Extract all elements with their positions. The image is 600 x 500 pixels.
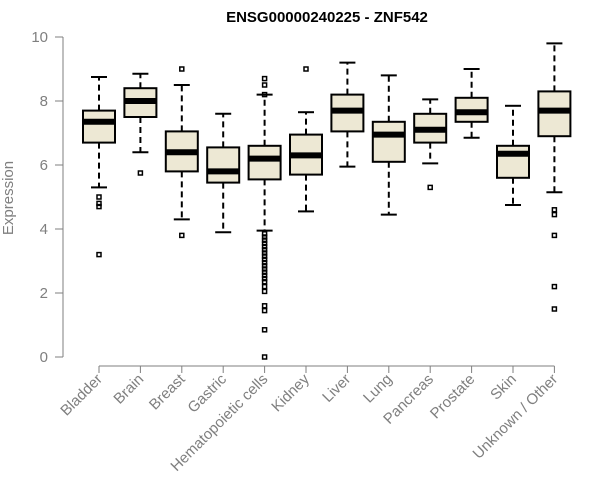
y-axis-label: Expression xyxy=(0,161,17,235)
x-tick-label: Liver xyxy=(319,371,354,406)
box-brain xyxy=(123,72,158,176)
iqr-box xyxy=(537,90,572,138)
y-tick-label: 4 xyxy=(40,221,48,238)
outlier-point xyxy=(179,232,185,239)
y-tick-label: 8 xyxy=(40,93,48,110)
outlier-point xyxy=(261,240,268,247)
outlier-point xyxy=(261,250,268,256)
outlier-point xyxy=(427,184,433,191)
outlier-point xyxy=(551,211,558,218)
outlier-point xyxy=(261,279,268,285)
x-tick-label: Prostate xyxy=(427,371,479,423)
outlier-point xyxy=(261,266,268,272)
box-kidney xyxy=(289,66,323,213)
x-tick-label: Lung xyxy=(360,371,396,407)
outlier-point xyxy=(261,231,268,237)
outlier-point xyxy=(261,91,268,98)
outlier-point xyxy=(261,275,268,282)
iqr-box xyxy=(82,109,116,144)
outlier-point xyxy=(137,170,144,176)
box-breast xyxy=(164,66,199,239)
outlier-point xyxy=(96,251,102,258)
outlier-point xyxy=(261,237,268,243)
outlier-point xyxy=(261,259,268,266)
outlier-point xyxy=(261,269,268,275)
outlier-point xyxy=(261,263,268,269)
boxes-group xyxy=(82,42,572,360)
outlier-point xyxy=(261,283,268,290)
box-pancreas xyxy=(413,98,448,191)
x-tick-label: Kidney xyxy=(268,370,313,415)
iqr-box xyxy=(496,144,530,179)
outlier-point xyxy=(261,307,268,314)
outlier-point xyxy=(551,207,558,213)
box-liver xyxy=(330,61,365,168)
outlier-point xyxy=(303,66,309,72)
x-tick-label: Bladder xyxy=(57,371,106,420)
y-tick-label: 0 xyxy=(40,349,48,366)
chart-title: ENSG00000240225 - ZNF542 xyxy=(226,9,428,26)
outlier-point xyxy=(261,303,268,309)
y-tick-label: 10 xyxy=(31,29,48,46)
iqr-box xyxy=(206,146,241,184)
outlier-point xyxy=(96,203,102,210)
outlier-point xyxy=(261,247,268,253)
outlier-point xyxy=(261,82,268,88)
iqr-box xyxy=(371,120,406,163)
box-hematopoietic-cells xyxy=(247,75,282,360)
outlier-point xyxy=(261,75,268,82)
outlier-point xyxy=(261,272,268,279)
x-tick-label: Brain xyxy=(110,371,147,408)
box-gastric xyxy=(206,112,241,234)
outlier-point xyxy=(551,232,558,239)
box-skin xyxy=(496,104,530,206)
x-tick-label: Skin xyxy=(487,371,520,404)
y-tick-label: 6 xyxy=(40,157,48,174)
box-unknown-other xyxy=(537,42,572,312)
box-lung xyxy=(371,74,406,216)
outlier-point xyxy=(261,256,268,263)
iqr-box xyxy=(247,144,282,181)
box-prostate xyxy=(454,68,489,139)
y-axis: 0 2 4 6 8 10 xyxy=(31,29,64,366)
y-tick-label: 2 xyxy=(40,285,48,302)
outlier-point xyxy=(96,194,102,200)
outlier-point xyxy=(261,243,268,250)
outlier-point xyxy=(261,354,268,360)
outlier-point xyxy=(96,200,102,207)
x-tick-label: Breast xyxy=(146,370,189,413)
outlier-point xyxy=(551,283,558,290)
outlier-point xyxy=(551,306,558,312)
outlier-point xyxy=(261,234,268,240)
box-bladder xyxy=(82,76,116,258)
outlier-point xyxy=(261,327,268,333)
outlier-point xyxy=(261,253,268,259)
outlier-point xyxy=(179,66,185,72)
outlier-point xyxy=(261,288,268,295)
